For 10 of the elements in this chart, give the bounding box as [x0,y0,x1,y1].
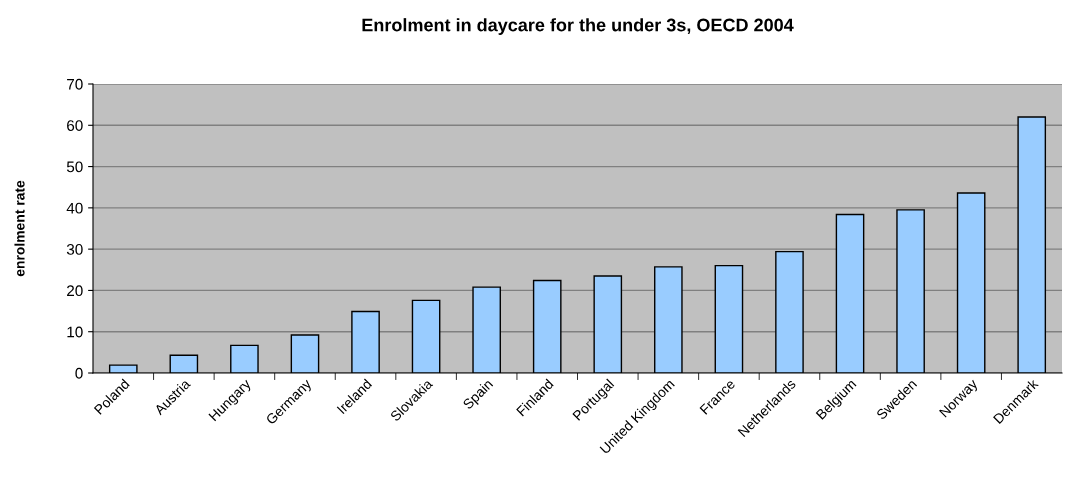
y-tick-label: 0 [75,367,83,379]
y-axis-title: enrolment rate [14,180,25,277]
y-tick-label: 70 [67,78,83,90]
chart-title: Enrolment in daycare for the under 3s, OECD 2004 [362,18,794,35]
y-tick-label: 30 [66,244,83,255]
y-tick-label: 50 [66,161,83,173]
y-tick-label: 10 [67,326,83,338]
y-tick-label: 40 [66,202,83,214]
y-tick-label: 20 [67,285,83,297]
y-tick-label: 60 [67,120,83,131]
